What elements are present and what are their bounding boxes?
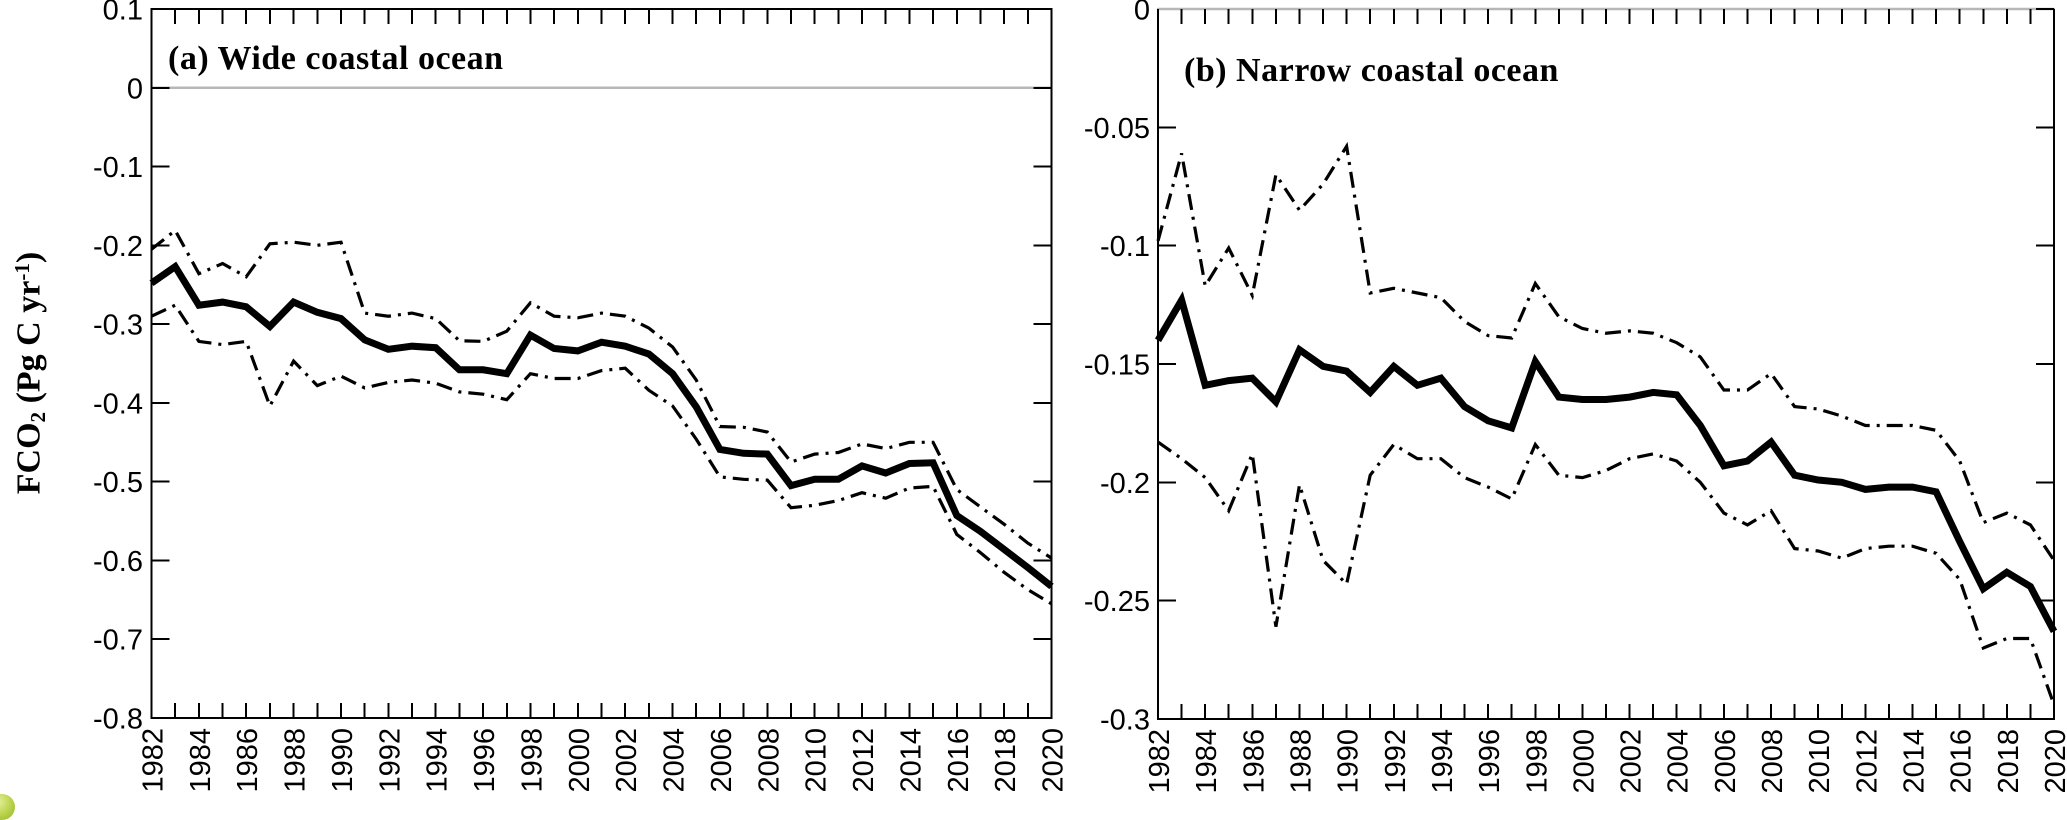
upper-bound-line: [150, 227, 1053, 560]
x-tick-label: 1990: [327, 728, 359, 793]
y-tick-label: -0.1: [93, 152, 143, 184]
x-tick-label: 2006: [1710, 729, 1742, 794]
y-tick-label: -0.15: [1084, 350, 1150, 382]
y-tick-label: 0.1: [103, 0, 143, 27]
y-tick-label: -0.6: [93, 546, 143, 578]
y-tick-label: -0.25: [1084, 586, 1150, 618]
y-tick-label: -0.3: [93, 310, 143, 342]
y-axis-label-text: ): [10, 251, 48, 264]
x-tick-label: 2014: [1899, 729, 1931, 794]
x-tick-label: 1994: [1427, 729, 1459, 794]
y-tick-label: -0.5: [93, 467, 143, 499]
y-tick-label: 0: [1134, 0, 1150, 27]
y-tick-label: -0.4: [93, 388, 143, 420]
x-tick-label: 1984: [1191, 729, 1223, 794]
x-tick-label: 2008: [753, 728, 785, 793]
x-tick-label: 1996: [469, 728, 501, 793]
x-tick-label: 1996: [1474, 729, 1506, 794]
x-tick-label: 2000: [1568, 729, 1600, 794]
x-tick-label: 1998: [516, 728, 548, 793]
y-tick-label: 0: [127, 73, 143, 105]
lower-bound-line: [150, 303, 1053, 606]
x-tick-label: 1992: [374, 728, 406, 793]
x-tick-label: 2002: [1616, 729, 1648, 794]
panel-a-plot: 0.1 0 -0.1 -0.2 -0.3 -0.4 -0.5 -0.6 -0.7 -0.81982…: [93, 0, 1069, 793]
x-tick-label: 1984: [185, 728, 217, 793]
x-tick-label: 2018: [1993, 729, 2025, 794]
x-tick-label: 2002: [611, 728, 643, 793]
y-tick-label: -0.7: [93, 625, 143, 657]
x-tick-label: 2010: [801, 728, 833, 793]
x-tick-label: 2012: [848, 728, 880, 793]
x-tick-label: 2020: [2040, 729, 2067, 794]
x-tick-label: 1982: [138, 728, 170, 793]
x-tick-label: 2014: [895, 728, 927, 793]
y-tick-label: -0.8: [93, 704, 143, 736]
y-axis-label-text: FCO: [10, 422, 48, 495]
x-tick-label: 2010: [1804, 729, 1836, 794]
x-tick-label: 1992: [1380, 729, 1412, 794]
mean-line: [1154, 291, 2058, 634]
upper-bound-line: [1156, 141, 2056, 562]
x-tick-label: 1986: [232, 728, 264, 793]
mean-line: [149, 261, 1054, 590]
lower-bound-line: [1157, 440, 2056, 706]
y-tick-label: -0.3: [1100, 705, 1150, 737]
y-tick-label: -0.2: [93, 231, 143, 263]
x-tick-label: 1990: [1333, 729, 1365, 794]
y-axis-label: FCO2 (Pg C yr-1): [10, 208, 56, 538]
x-tick-label: 2000: [564, 728, 596, 793]
x-tick-label: 1988: [280, 728, 312, 793]
x-tick-label: 1982: [1144, 729, 1176, 794]
x-tick-label: 2006: [706, 728, 738, 793]
y-axis-label-sub: 2: [25, 411, 50, 423]
x-tick-label: 2008: [1757, 729, 1789, 794]
y-axis-label-text: (Pg C yr: [10, 280, 48, 412]
panel-b-title: (b) Narrow coastal ocean: [1184, 52, 1559, 89]
x-tick-label: 1998: [1521, 729, 1553, 794]
x-tick-label: 2018: [990, 728, 1022, 793]
x-tick-label: 1986: [1238, 729, 1270, 794]
y-axis-label-sup: -1: [10, 263, 34, 281]
x-tick-label: 2004: [659, 728, 691, 793]
x-tick-label: 2016: [943, 728, 975, 793]
y-tick-label: -0.05: [1084, 113, 1150, 145]
x-tick-label: 2016: [1946, 729, 1978, 794]
x-tick-label: 2020: [1038, 728, 1070, 793]
x-tick-label: 2004: [1663, 729, 1695, 794]
y-tick-label: -0.1: [1100, 231, 1150, 263]
panel-a-title: (a) Wide coastal ocean: [168, 40, 504, 77]
x-tick-label: 2012: [1851, 729, 1883, 794]
x-tick-label: 1988: [1285, 729, 1317, 794]
y-tick-label: -0.2: [1100, 468, 1150, 500]
x-tick-label: 1994: [422, 728, 454, 793]
